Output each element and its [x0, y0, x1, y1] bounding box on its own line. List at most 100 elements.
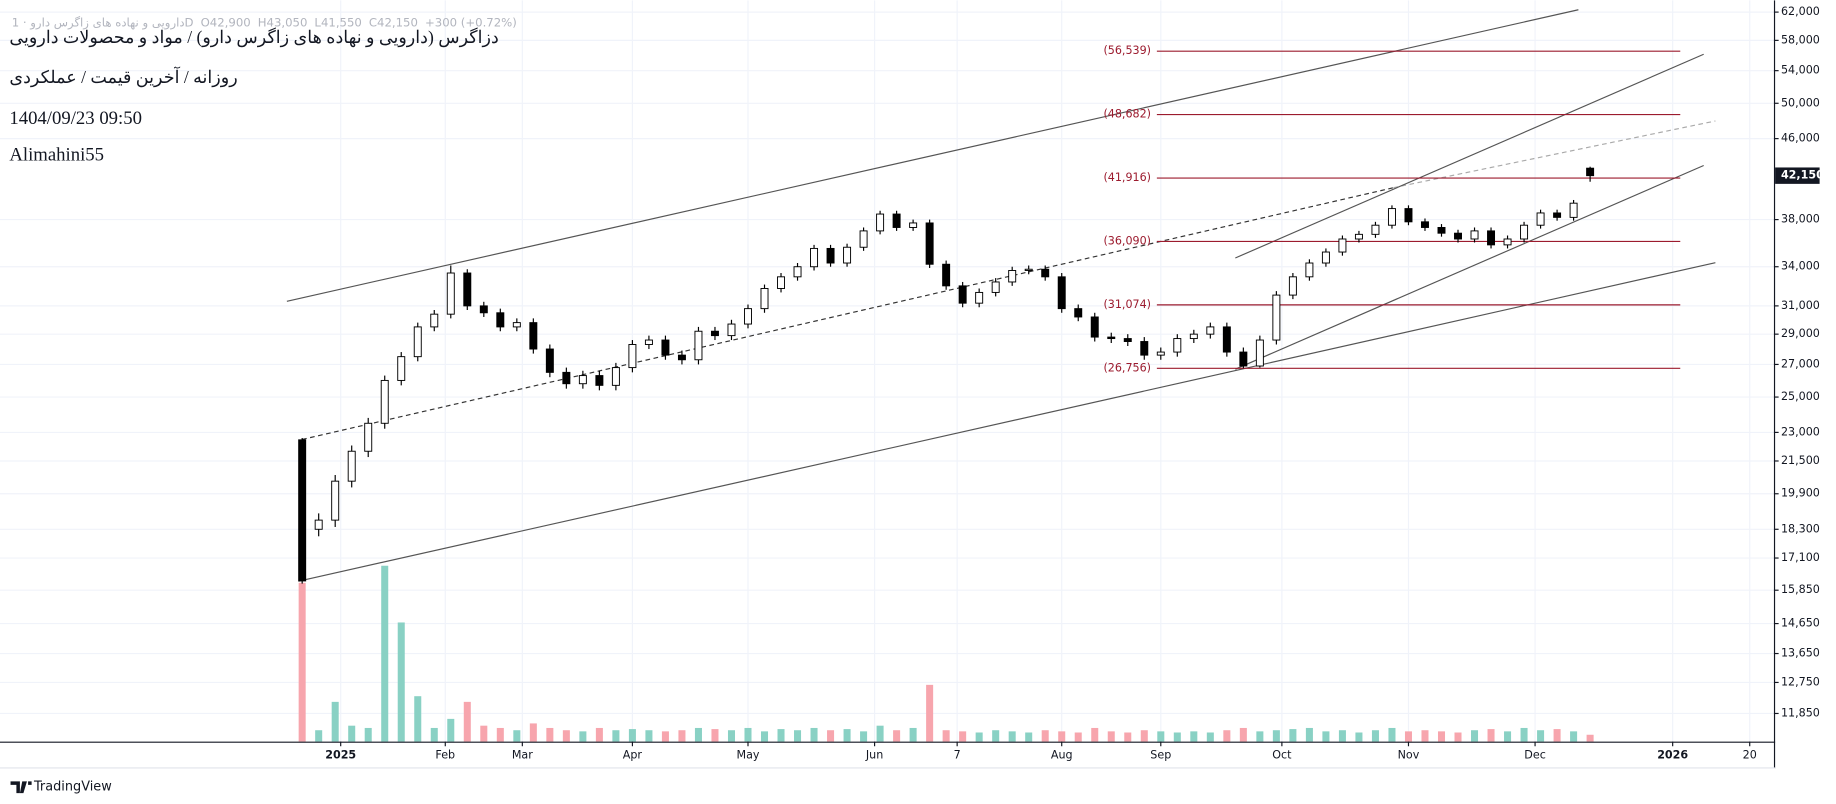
candle-body: [727, 323, 736, 337]
volume-bar: [298, 582, 306, 742]
volume-bar: [612, 730, 620, 742]
level-label: (48,682): [1103, 108, 1151, 121]
y-tick-label: 38,000: [1781, 213, 1820, 226]
header: دارویی و نهاده های زاگرس دارو · 1D O42,90…: [9, 15, 516, 165]
x-tick-label: Feb: [435, 749, 455, 762]
volume-bar: [1437, 731, 1446, 742]
volume-bar: [777, 729, 785, 742]
volume-bar: [414, 696, 422, 742]
level-label: (41,916): [1103, 171, 1151, 184]
volume-bar: [810, 727, 818, 742]
candle-body: [463, 272, 472, 307]
volume-bar: [1091, 727, 1099, 742]
volume-bar: [397, 622, 405, 742]
volume-bar: [1305, 727, 1313, 742]
volume-bar: [1471, 730, 1479, 742]
volume-bar: [893, 730, 901, 742]
volume-bar: [1041, 730, 1049, 742]
x-tick-label: Mar: [512, 749, 533, 762]
y-tick-label: 62,000: [1781, 5, 1820, 18]
y-tick-label: 21,500: [1781, 454, 1820, 467]
volume-bar: [727, 730, 735, 742]
candle-body: [1338, 238, 1347, 253]
candles: [298, 166, 1595, 584]
legend-item: C42,150: [369, 15, 418, 29]
level-label: (26,756): [1103, 361, 1151, 374]
candle-body: [595, 375, 604, 386]
volume-bar: [1025, 732, 1033, 742]
volume-bar: [1157, 731, 1165, 742]
author: Alimahini55: [9, 144, 104, 165]
candle-body: [694, 330, 703, 361]
volume-bar: [1239, 727, 1247, 742]
x-tick-label: Nov: [1398, 749, 1420, 762]
y-tick-label: 50,000: [1781, 96, 1820, 109]
volume-bar: [711, 729, 719, 742]
y-tick-label: 17,100: [1781, 551, 1820, 564]
ohlc-legend: دارویی و نهاده های زاگرس دارو · 1D O42,90…: [12, 15, 517, 30]
candle-body: [496, 312, 505, 328]
volume-bar: [315, 730, 323, 742]
volume-bar: [595, 727, 603, 742]
volume-bar: [331, 701, 339, 742]
volume-bar: [1223, 730, 1231, 742]
volume-bar: [1008, 731, 1016, 742]
footer: TradingView: [10, 780, 112, 795]
volume-bar: [1404, 731, 1412, 742]
trend-line: [1235, 164, 1704, 370]
volume-bar: [1256, 731, 1264, 742]
x-tick-label: Sep: [1150, 749, 1171, 762]
volume-bar: [827, 730, 835, 742]
volume-bar: [381, 565, 389, 742]
candle-body: [859, 230, 868, 248]
candle-body: [1321, 251, 1330, 264]
candle-body: [760, 288, 769, 310]
volume-bar: [480, 725, 488, 742]
footer-text: TradingView: [33, 780, 112, 795]
volume-bar: [463, 701, 471, 742]
x-tick-label: 2026: [1657, 749, 1688, 762]
candle-body: [1255, 339, 1264, 367]
y-tick-label: 31,000: [1781, 299, 1820, 312]
volume-bar: [1338, 730, 1346, 742]
legend-item: H43,050: [258, 15, 308, 29]
y-tick-label: 25,000: [1781, 390, 1820, 403]
candle-body: [380, 379, 389, 424]
candle-body: [1288, 276, 1297, 296]
candle-body: [1107, 336, 1116, 340]
volume-bar: [628, 729, 636, 742]
axis-bg: [0, 742, 1776, 769]
subtitle: روزانه / آخرین قیمت / عملکردی: [9, 66, 237, 88]
candle-body: [1536, 212, 1545, 226]
candle-body: [710, 330, 719, 337]
volume-bar: [1107, 731, 1115, 742]
volume-bar: [513, 730, 521, 742]
axis-bg: [1775, 0, 1836, 804]
volume-bar: [430, 727, 438, 742]
trend-line: [298, 262, 1716, 582]
candle-body: [793, 266, 802, 278]
volume-bar: [926, 684, 934, 742]
volume-bar: [1355, 732, 1363, 742]
candle-body: [1487, 230, 1496, 246]
candle-body: [1470, 230, 1479, 240]
candle-body: [545, 348, 554, 373]
volume-bar: [1074, 732, 1082, 742]
volume-bar: [876, 725, 884, 742]
drawings: [286, 9, 1716, 582]
candle-body: [1206, 326, 1215, 335]
last-price-box: [1775, 167, 1820, 184]
trend-line: [286, 9, 1579, 302]
volume-bar: [546, 727, 554, 742]
candle-body: [1272, 294, 1281, 341]
logo: [10, 781, 32, 794]
volume-bar: [1537, 730, 1545, 742]
candle-body: [1569, 202, 1578, 218]
volume-bar: [1190, 731, 1198, 742]
candle-body: [1421, 221, 1429, 228]
volume: [298, 565, 1594, 742]
x-tick-label: 20: [1743, 749, 1757, 762]
x-tick-label: Apr: [623, 749, 643, 762]
y-tick-label: 11,850: [1781, 706, 1820, 719]
candle-body: [1156, 351, 1165, 356]
